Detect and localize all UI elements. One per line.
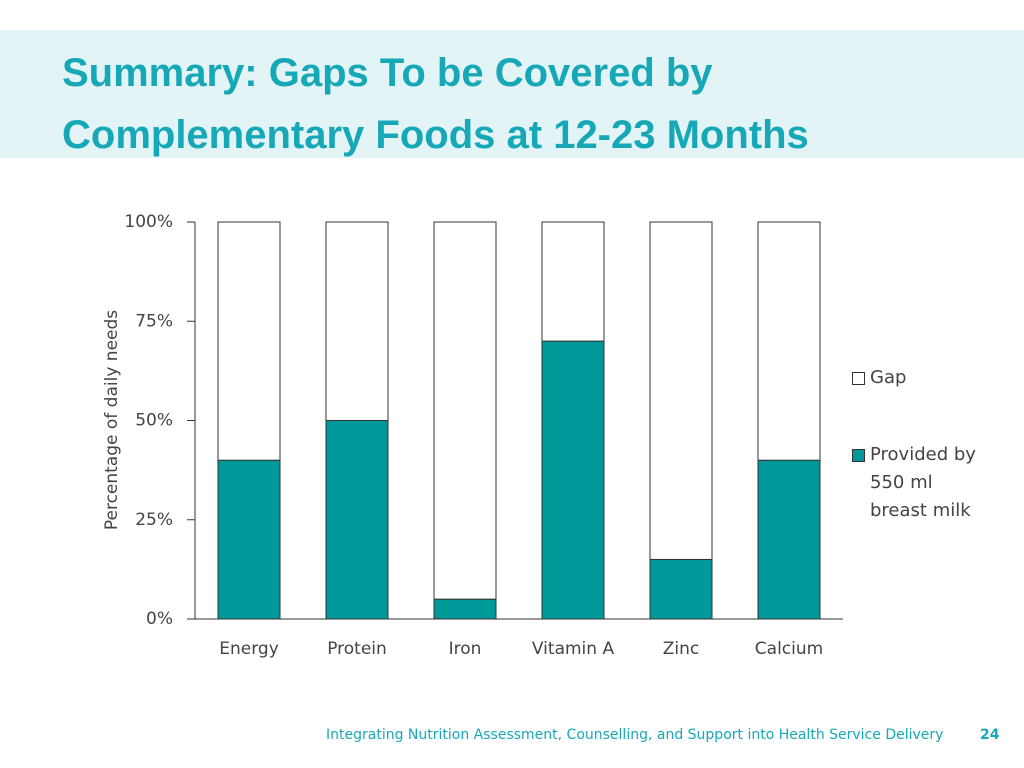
x-tick-label: Energy: [219, 639, 279, 659]
y-axis-label: Percentage of daily needs: [102, 310, 122, 530]
bar-segment: [217, 459, 281, 620]
bar-segment: [325, 221, 389, 421]
x-tick-label: Iron: [449, 639, 482, 659]
y-tick-label: 25%: [135, 510, 173, 530]
bar-segment: [541, 221, 605, 342]
y-tick-label: 50%: [135, 411, 173, 431]
bar-segment: [649, 558, 713, 620]
bar-segment: [325, 420, 389, 620]
x-tick-label: Calcium: [755, 639, 823, 659]
bar-segment: [217, 221, 281, 461]
bar-segment: [649, 221, 713, 560]
bar-segment: [433, 221, 497, 600]
bar-segment: [757, 459, 821, 620]
x-tick-label: Vitamin A: [532, 639, 615, 659]
x-tick-label: Zinc: [663, 639, 700, 659]
x-tick-label: Protein: [327, 639, 387, 659]
y-tick-label: 100%: [124, 212, 173, 232]
bar-segment: [433, 598, 497, 620]
title-band: [0, 30, 1024, 158]
bar-segment: [541, 340, 605, 620]
legend-label: Provided by 550 ml breast milk: [870, 444, 976, 521]
legend-label: Gap: [870, 367, 907, 388]
slide-title: Summary: Gaps To be Covered by Complemen…: [62, 51, 809, 157]
footer-text: Integrating Nutrition Assessment, Counse…: [326, 727, 944, 743]
y-tick-label: 0%: [146, 609, 173, 629]
y-tick-label: 75%: [135, 311, 173, 331]
legend-swatch: [852, 372, 865, 385]
bar-segment: [757, 221, 821, 461]
page-number: 24: [980, 727, 1000, 743]
legend-swatch: [852, 449, 865, 462]
